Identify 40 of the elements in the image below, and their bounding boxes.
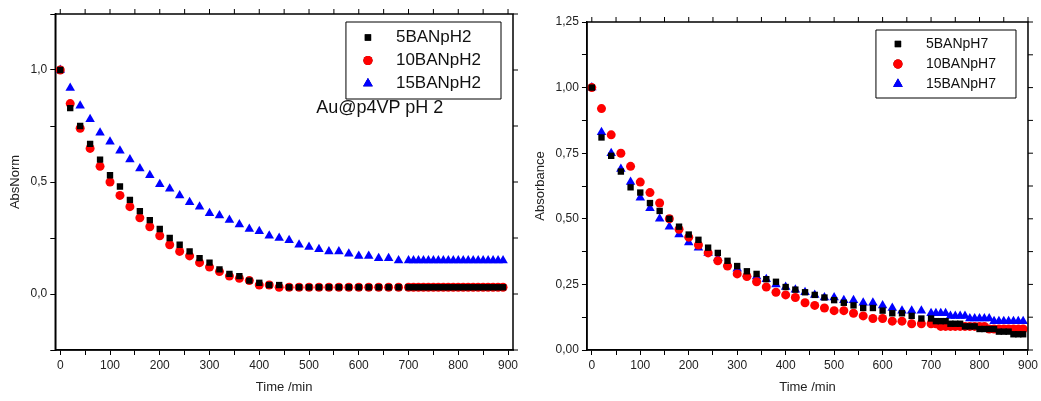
y-tick-label: 0,0 xyxy=(30,286,48,301)
y-tick-label: 1,00 xyxy=(555,79,580,94)
x-tick-label: 200 xyxy=(678,357,700,372)
x-tick-label: 900 xyxy=(498,357,519,372)
legend-label: 10BANpH7 xyxy=(925,54,997,71)
x-tick-label: 800 xyxy=(969,357,990,372)
x-axis-title: Time /min xyxy=(255,378,313,394)
y-axis-title: Absorbance xyxy=(532,151,548,221)
y-tick-label: 0,75 xyxy=(555,145,580,160)
y-tick-label: 0,00 xyxy=(555,342,580,357)
annotation: Au@p4VP pH 2 xyxy=(316,97,444,118)
x-tick-label: 300 xyxy=(199,357,220,372)
x-tick-label: 800 xyxy=(448,357,469,372)
legend-label: 10BANpH2 xyxy=(395,50,482,70)
x-tick-label: 400 xyxy=(775,357,796,372)
y-tick-label: 1,25 xyxy=(555,14,580,29)
y-tick-label: 0,25 xyxy=(555,276,580,291)
x-tick-label: 600 xyxy=(872,357,893,372)
y-tick-label: 1,0 xyxy=(30,62,48,77)
y-tick-label: 0,50 xyxy=(555,211,580,226)
x-tick-label: 700 xyxy=(921,357,942,372)
x-tick-label: 500 xyxy=(824,357,845,372)
x-tick-label: 400 xyxy=(249,357,270,372)
legend-label: 15BANpH2 xyxy=(395,73,482,93)
y-axis-title: AbsNorm xyxy=(7,154,23,210)
x-tick-label: 600 xyxy=(348,357,370,372)
x-tick-label: 100 xyxy=(99,357,121,372)
legend-label: 5BANpH7 xyxy=(925,34,989,51)
x-tick-label: 900 xyxy=(1017,357,1039,372)
x-axis-title: Time /min xyxy=(779,378,836,394)
x-tick-label: 0 xyxy=(56,357,64,372)
x-tick-label: 300 xyxy=(727,357,748,372)
x-tick-label: 100 xyxy=(630,357,651,372)
x-tick-label: 0 xyxy=(588,357,596,372)
x-tick-label: 200 xyxy=(149,357,171,372)
legend-label: 15BANpH7 xyxy=(925,74,997,91)
x-tick-label: 500 xyxy=(299,357,320,372)
legend-label: 5BANpH2 xyxy=(395,27,472,47)
x-tick-label: 700 xyxy=(398,357,419,372)
y-tick-label: 0,5 xyxy=(30,174,48,189)
